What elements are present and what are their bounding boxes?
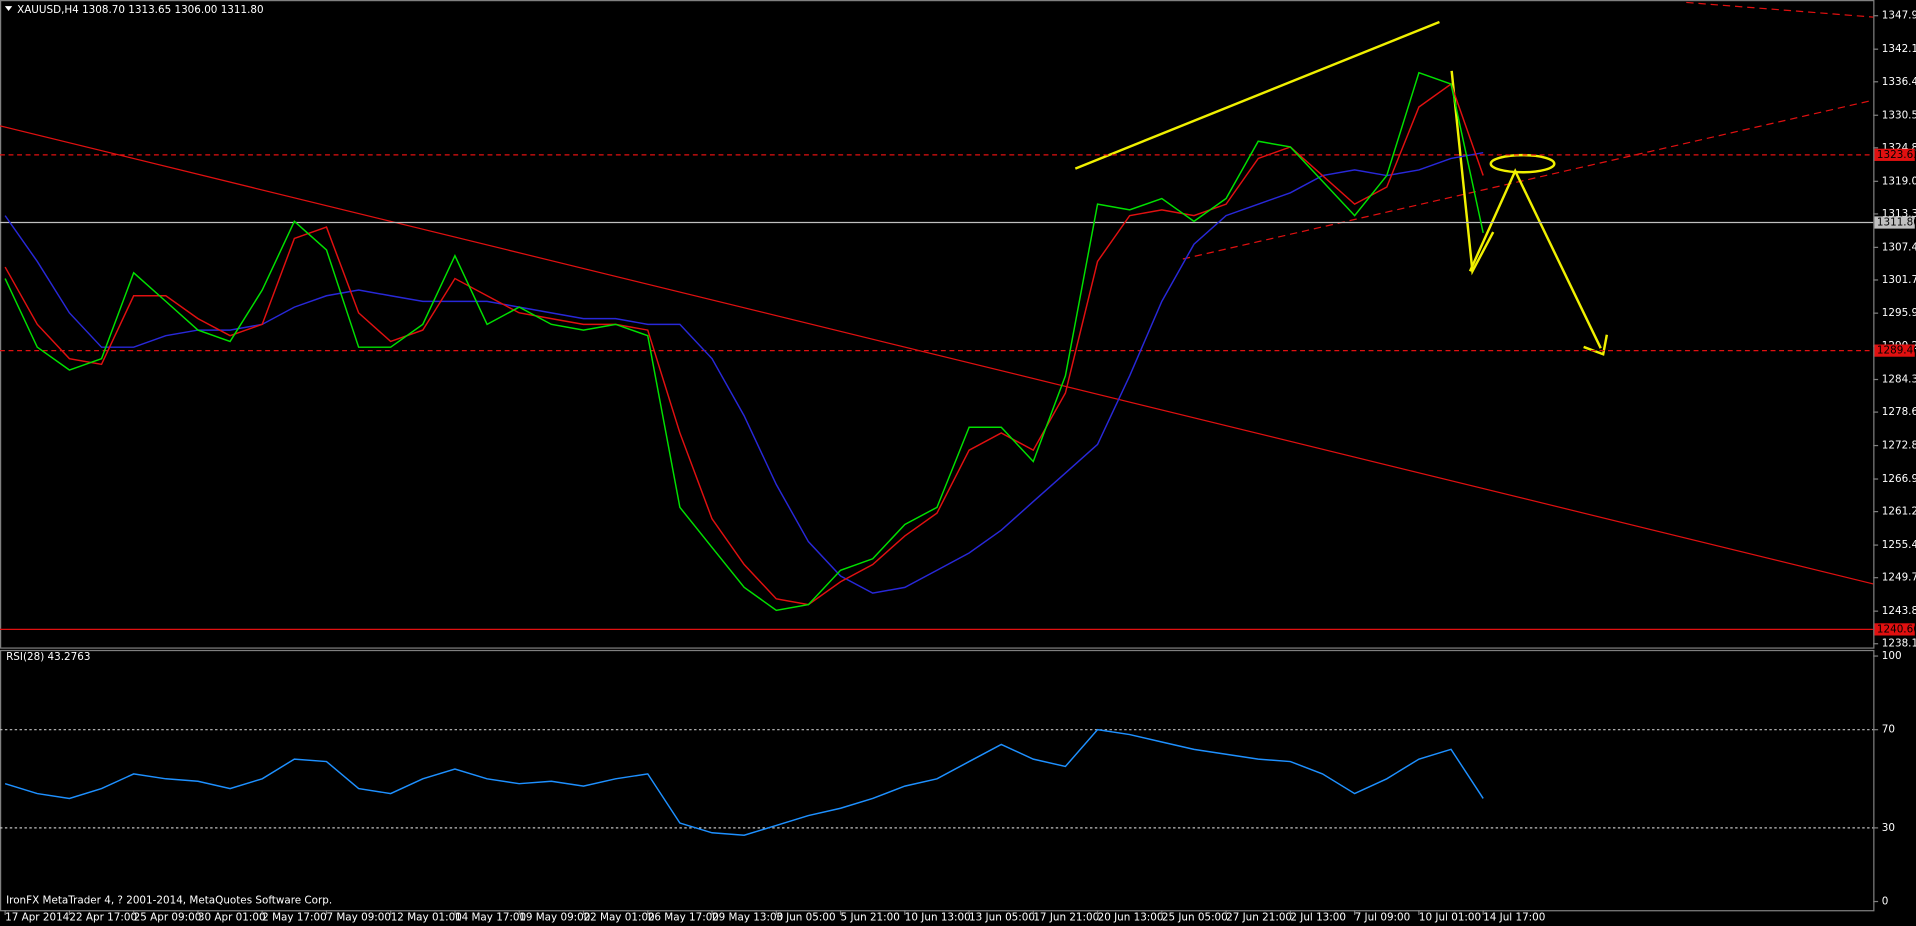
x-tick-label: 25 Jun 05:00 [1162,911,1228,923]
x-tick-label: 10 Jul 01:00 [1419,911,1481,923]
x-tick-label: 30 Apr 01:00 [198,911,266,923]
y-tick-label: 1243.85 [1882,605,1916,617]
series-line [4,82,1484,606]
yellow-arrow [1468,168,1602,349]
series-line [4,728,1484,836]
x-tick-label: 22 Apr 17:00 [69,911,137,923]
x-tick-label: 29 May 13:00 [712,911,783,923]
x-tick-label: 2 May 17:00 [262,911,327,923]
y-tick-label: 1249.70 [1882,572,1916,584]
x-tick-label: 14 Jul 17:00 [1483,911,1545,923]
chart-title: XAUUSD,H4 1308.70 1313.65 1306.00 1311.8… [17,4,264,16]
y-tick-label: 1347.95 [1882,10,1916,22]
y-tick-label: 1261.25 [1882,506,1916,518]
x-tick-label: 7 Jul 09:00 [1355,911,1411,923]
x-tick-label: 22 May 01:00 [583,911,654,923]
y-tick-label: 1238.15 [1882,638,1916,650]
x-tick-label: 25 Apr 09:00 [134,911,202,923]
x-tick-label: 19 May 09:00 [519,911,590,923]
y-tick-label: 1278.65 [1882,406,1916,418]
x-tick-label: 27 Jun 21:00 [1226,911,1292,923]
y-tick-label: 1324.85 [1882,142,1916,154]
level-label: 1289.40 [1877,345,1916,357]
x-tick-label: 5 Jun 21:00 [841,911,900,923]
x-tick-label: 26 May 17:00 [648,911,719,923]
x-tick-label: 13 Jun 05:00 [969,911,1035,923]
series-line [4,71,1484,612]
rsi-title: RSI(28) 43.2763 [6,651,90,663]
x-tick-label: 17 Apr 2014 [5,911,70,923]
menu-arrow[interactable] [4,6,13,11]
x-tick-label: 12 May 01:00 [391,911,462,923]
level-label: 1323.63 [1877,149,1916,161]
y-tick-label: 1307.45 [1882,241,1916,253]
y-tick-label: 1336.40 [1882,76,1916,88]
series-line [4,151,1484,594]
y-tick-label: 1266.95 [1882,473,1916,485]
level-label-box [1874,344,1915,357]
yellow-path [1450,70,1495,276]
y-tick-label: 1255.40 [1882,539,1916,551]
x-tick-label: 10 Jun 13:00 [905,911,971,923]
x-tick-label: 2 Jul 13:00 [1290,911,1346,923]
trend-line [0,125,1874,585]
trend-line [1182,99,1874,260]
x-tick-label: 3 Jun 05:00 [776,911,835,923]
y-tick-label: 1319.00 [1882,175,1916,187]
y-tick-label: 30 [1882,822,1895,834]
x-tick-label: 7 May 09:00 [326,911,391,923]
y-tick-label: 1342.10 [1882,43,1916,55]
rsi-panel-frame [0,649,1875,912]
level-label-box [1874,623,1915,636]
price-panel-frame [0,0,1875,649]
y-tick-label: 1301.75 [1882,274,1916,286]
trend-line [1686,1,1874,18]
level-label-box [1874,216,1915,229]
footer: IronFX MetaTrader 4, ? 2001-2014, MetaQu… [6,894,332,906]
y-tick-label: 0 [1882,896,1889,908]
yellow-arrow-head [1583,334,1609,356]
y-tick-label: 1313.30 [1882,208,1916,220]
y-tick-label: 1284.35 [1882,374,1916,386]
level-label-box [1874,148,1915,161]
x-tick-label: 14 May 17:00 [455,911,526,923]
level-label: 1311.80 [1877,216,1916,228]
y-tick-label: 1272.80 [1882,440,1916,452]
y-tick-label: 70 [1882,724,1895,736]
x-tick-label: 20 Jun 13:00 [1098,911,1164,923]
y-tick-label: 1330.55 [1882,109,1916,121]
level-label: 1240.66 [1877,623,1916,635]
yellow-trend-line [1074,20,1440,170]
x-tick-label: 17 Jun 21:00 [1033,911,1099,923]
y-tick-label: 1295.95 [1882,307,1916,319]
y-tick-label: 100 [1882,650,1902,662]
